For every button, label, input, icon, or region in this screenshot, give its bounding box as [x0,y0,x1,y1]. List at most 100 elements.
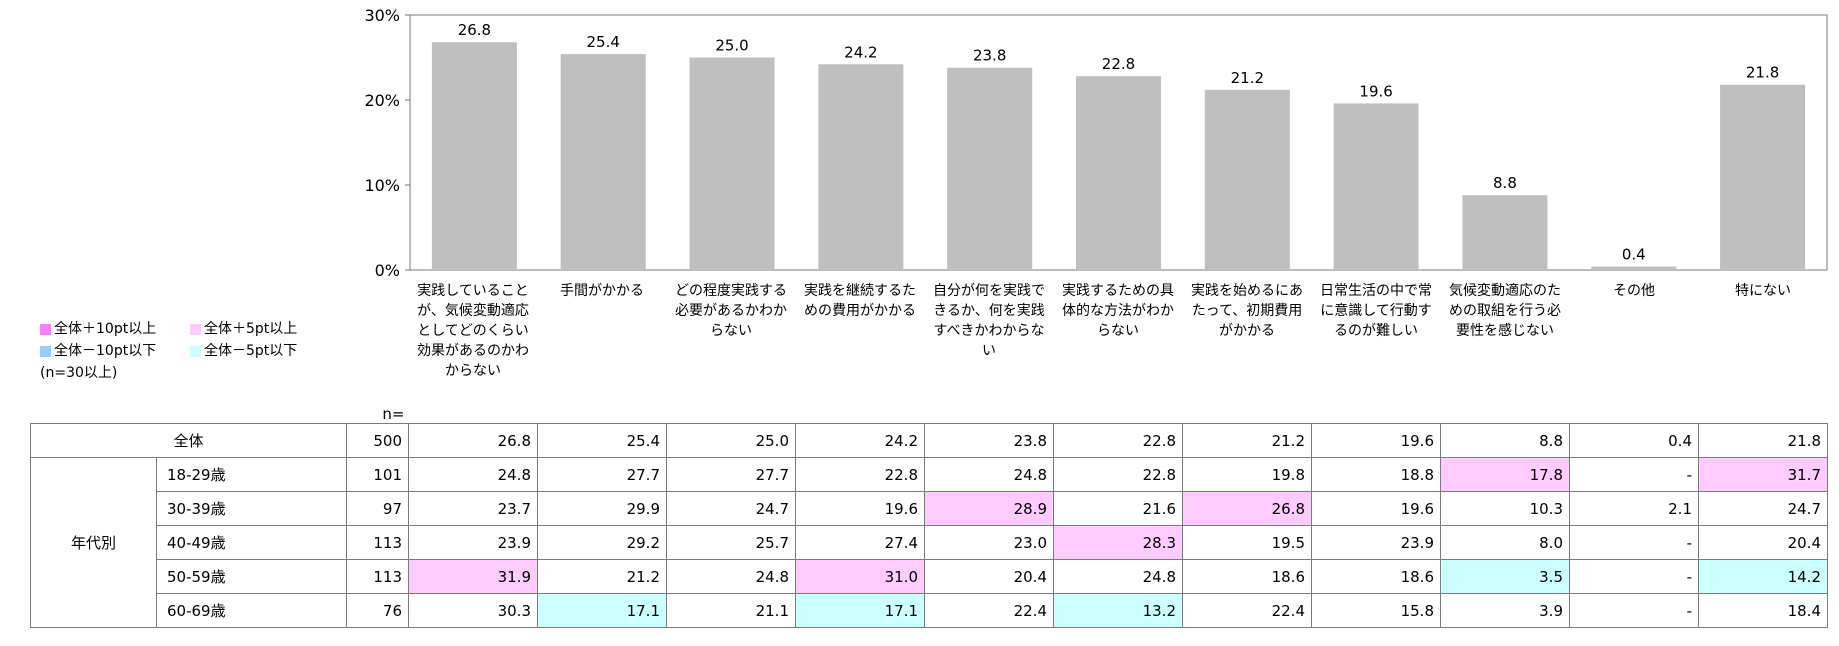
table-cell: 27.4 [795,525,925,560]
table-cell: 25.7 [666,525,796,560]
table-cell: 13.2 [1053,593,1183,628]
table-cell: 23.0 [924,525,1054,560]
table-cell: 18.6 [1182,559,1312,594]
table-cell: 24.8 [1053,559,1183,594]
legend-label: 全体＋5pt以上 [204,321,298,337]
column-header: 特にない [1698,278,1828,424]
table-cell: 21.6 [1053,491,1183,526]
table-cell: 19.6 [1311,423,1441,458]
bar [431,42,517,271]
table-cell: 18.8 [1311,457,1441,492]
table-cell: 19.5 [1182,525,1312,560]
row-label: 60-69歳 [156,593,347,628]
y-tick-label: 0% [375,261,400,278]
column-header: 気候変動適応のための取組を行う必要性を感じない [1440,278,1570,424]
bar-chart: 0% 10% 20% 30% 26.8 25.4 25.0 24.2 23.8 22.8 21.2 1… [364,6,1828,278]
y-tick-label: 10% [364,176,400,195]
table-cell: 28.3 [1053,525,1183,560]
bar-value-label: 8.8 [1493,174,1517,192]
row-n: 500 [346,423,409,458]
y-tick-label: 30% [364,6,400,25]
legend-label: 全体－10pt以下 [54,343,157,359]
table-cell: 22.4 [1182,593,1312,628]
bar-value-label: 19.6 [1359,82,1392,100]
legend-swatch [190,323,201,335]
legend-item: 全体＋5pt以上 [190,318,340,340]
table-cell: 8.0 [1440,525,1570,560]
bar-value-label: 0.4 [1622,246,1646,264]
bar-value-label: 22.8 [1102,55,1135,73]
table-cell: 23.9 [408,525,538,560]
table-cell: 17.1 [537,593,667,628]
legend-swatch [40,345,51,357]
row-label: 40-49歳 [156,525,347,560]
table-cell: 25.0 [666,423,796,458]
table-cell: 27.7 [666,457,796,492]
table-cell: 23.7 [408,491,538,526]
row-group-label: 年代別 [30,457,157,628]
column-header: 実践するための具体的な方法がわからない [1053,278,1183,424]
legend-item: 全体－5pt以下 [190,340,340,362]
table-cell: 23.8 [924,423,1054,458]
legend-label: 全体＋10pt以上 [54,321,157,337]
table-cell: 3.5 [1440,559,1570,594]
table-cell: 8.8 [1440,423,1570,458]
bar [1591,266,1677,270]
table-cell: 31.7 [1698,457,1828,492]
table-cell: 30.3 [408,593,538,628]
legend-item: 全体－10pt以下 [40,340,190,362]
legend-swatch [190,345,201,357]
table-cell: 22.4 [924,593,1054,628]
table-cell: 19.6 [795,491,925,526]
bar [1204,89,1290,270]
table-cell: 24.7 [666,491,796,526]
table-cell: - [1569,593,1699,628]
bar-value-label: 24.2 [844,43,877,61]
table-cell: 21.2 [1182,423,1312,458]
table-cell: 23.9 [1311,525,1441,560]
bar-value-label: 26.8 [458,21,491,39]
row-label: 30-39歳 [156,491,347,526]
y-tick-label: 20% [364,91,400,110]
table-corner [157,278,347,424]
bar-value-label: 21.2 [1231,69,1264,87]
column-header: 実践を継続するための費用がかかる [795,278,925,424]
table-row-total: 全体 500 26.8 25.4 25.0 24.2 23.8 22.8 21.2 19.6 8.8… [30,423,1828,458]
bar-value-label: 25.4 [587,33,620,51]
table-cell: 19.6 [1311,491,1441,526]
table-cell: 24.8 [408,457,538,492]
table-cell: 27.7 [537,457,667,492]
row-n: 97 [346,491,409,526]
column-header: その他 [1569,278,1699,424]
table-row: 30-39歳 97 23.7 29.9 24.7 19.6 28.9 21.6 26.8 19.6… [31,491,1828,526]
table-cell: 20.4 [1698,525,1828,560]
bar-value-label: 21.8 [1746,64,1779,82]
column-header: 実践を始めるにあたって、初期費用がかかる [1182,278,1312,424]
table-cell: 17.1 [795,593,925,628]
row-n: 113 [346,525,409,560]
row-label: 18-29歳 [156,457,347,492]
table-cell: 21.8 [1698,423,1828,458]
table-cell: 25.4 [537,423,667,458]
table-cell: 20.4 [924,559,1054,594]
table-cell: 26.8 [1182,491,1312,526]
table-cell: 2.1 [1569,491,1699,526]
table-cell: 18.4 [1698,593,1828,628]
column-header: 自分が何を実践できるか、何を実践すべきかわからない [924,278,1054,424]
legend-label: 全体－5pt以下 [204,343,298,359]
legend: 全体＋10pt以上 全体＋5pt以上 全体－10pt以下 全体－5pt以下 (n… [40,318,340,384]
bar-value-label: 23.8 [973,47,1006,65]
table-cell: 21.1 [666,593,796,628]
table-cell: 28.9 [924,491,1054,526]
table-cell: 10.3 [1440,491,1570,526]
row-n: 113 [346,559,409,594]
table-cell: 24.2 [795,423,925,458]
row-label: 全体 [30,423,347,458]
table-cell: - [1569,525,1699,560]
row-n: 101 [346,457,409,492]
row-label: 50-59歳 [156,559,347,594]
table-row: 60-69歳 76 30.3 17.1 21.1 17.1 22.4 13.2 22.4 15.8… [31,593,1828,628]
table-cell: 24.8 [666,559,796,594]
table-cell: 19.8 [1182,457,1312,492]
table-row: 年代別 18-29歳 101 24.8 27.7 27.7 22.8 24.8 22.8 19.8… [30,457,1828,628]
